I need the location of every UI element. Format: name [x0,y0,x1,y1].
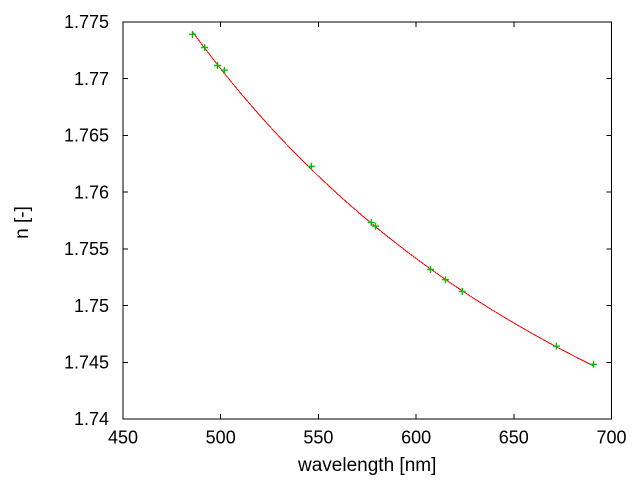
svg-text:1.74: 1.74 [74,409,109,429]
svg-text:1.755: 1.755 [64,239,109,259]
svg-text:1.765: 1.765 [64,126,109,146]
svg-text:650: 650 [499,428,529,448]
svg-text:1.76: 1.76 [74,182,109,202]
svg-text:500: 500 [206,428,236,448]
svg-text:1.775: 1.775 [64,12,109,32]
svg-text:600: 600 [401,428,431,448]
svg-text:n [-]: n [-] [12,206,33,239]
svg-text:550: 550 [303,428,333,448]
svg-text:1.745: 1.745 [64,353,109,373]
svg-text:700: 700 [596,428,626,448]
svg-text:1.75: 1.75 [74,296,109,316]
svg-text:450: 450 [108,428,138,448]
svg-text:wavelength [nm]: wavelength [nm] [297,455,436,476]
svg-text:1.77: 1.77 [74,69,109,89]
